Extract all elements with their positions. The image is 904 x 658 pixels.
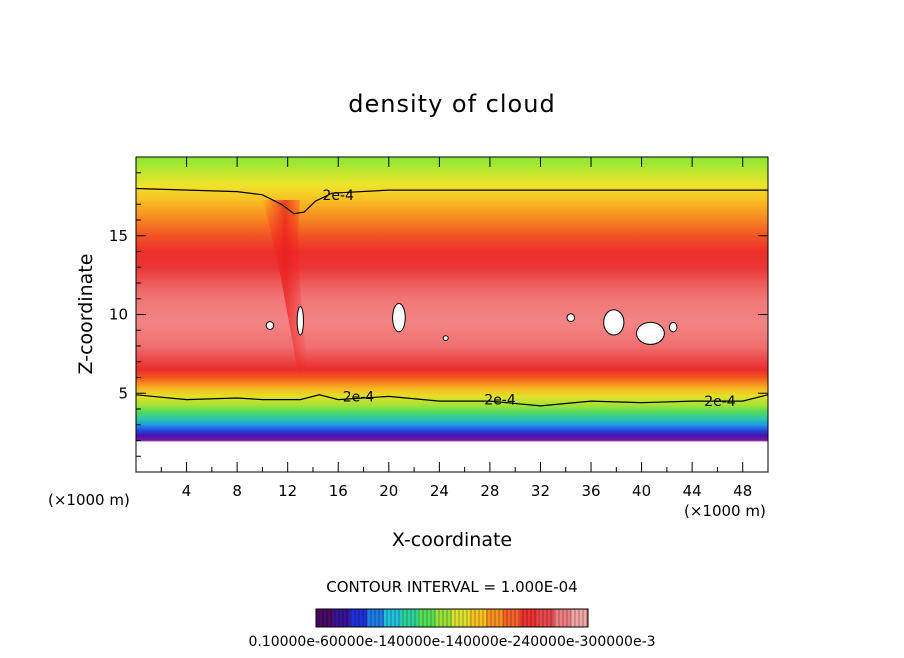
colorbar-segment (571, 609, 589, 627)
colorbar-segment (316, 609, 334, 627)
contour-labels: 2e-4 2e-4 2e-4 2e-4 (322, 188, 735, 410)
contour-label: 2e-4 (343, 389, 375, 405)
x-axis: 4 8 12 16 20 24 28 32 36 40 44 48 (160, 157, 752, 500)
x-tick-label: 8 (232, 482, 242, 500)
x-tick-label: 28 (480, 482, 499, 500)
white-patch (265, 321, 275, 330)
colorbar-segment (452, 609, 470, 627)
white-patch (636, 321, 665, 345)
colorbar-segment (384, 609, 402, 627)
x-tick-label: 16 (329, 482, 348, 500)
chart-title: density of cloud (348, 90, 555, 118)
white-patch (442, 335, 449, 341)
y-axis: 5 10 15 (109, 172, 768, 457)
x-tick-label: 12 (278, 482, 297, 500)
x-tick-label: 40 (632, 482, 651, 500)
y-tick-label: 10 (109, 306, 128, 324)
y-axis-label: Z-coordinate (75, 254, 97, 375)
white-patch (392, 302, 406, 333)
x-tick-label: 4 (182, 482, 192, 500)
colorbar-segment (469, 609, 487, 627)
upper-contour-line (136, 187, 768, 215)
contour-label: 2e-4 (704, 394, 736, 410)
colorbar-segment (503, 609, 521, 627)
x-tick-label: 20 (379, 482, 398, 500)
y-tick-label: 5 (118, 384, 128, 402)
colorbar-segment (401, 609, 419, 627)
colorbar-segment (435, 609, 453, 627)
white-patch (566, 313, 576, 323)
x-tick-label: 24 (430, 482, 449, 500)
colorbar-labels: 0.10000e-60000e-140000e-140000e-240000e-… (248, 634, 655, 650)
colorbar-segment (367, 609, 385, 627)
colorbar-segment (537, 609, 555, 627)
contour-label: 2e-4 (322, 188, 354, 204)
colorbar-segment (520, 609, 538, 627)
white-patch (296, 306, 304, 336)
x-tick-label: 48 (733, 482, 752, 500)
x-unit-right: (×1000 m) (684, 502, 766, 520)
x-unit-left: (×1000 m) (48, 491, 130, 509)
density-field (136, 157, 768, 472)
colorbar (315, 608, 589, 628)
lower-contour-line (136, 394, 768, 407)
x-tick-label: 44 (683, 482, 702, 500)
colorbar-segment (333, 609, 351, 627)
plume-feature (262, 200, 308, 372)
contour-interval-text: CONTOUR INTERVAL = 1.000E-04 (326, 578, 577, 596)
white-patch (668, 321, 678, 333)
white-patch (603, 309, 625, 336)
plot-area: 2e-4 2e-4 2e-4 2e-4 (136, 157, 768, 472)
colorbar-frame (315, 608, 589, 628)
x-tick-label: 32 (531, 482, 550, 500)
y-tick-label: 15 (109, 227, 128, 245)
x-axis-label: X-coordinate (392, 529, 512, 551)
contour-label: 2e-4 (484, 393, 516, 409)
x-tick-label: 36 (581, 482, 600, 500)
white-patches (265, 302, 678, 345)
